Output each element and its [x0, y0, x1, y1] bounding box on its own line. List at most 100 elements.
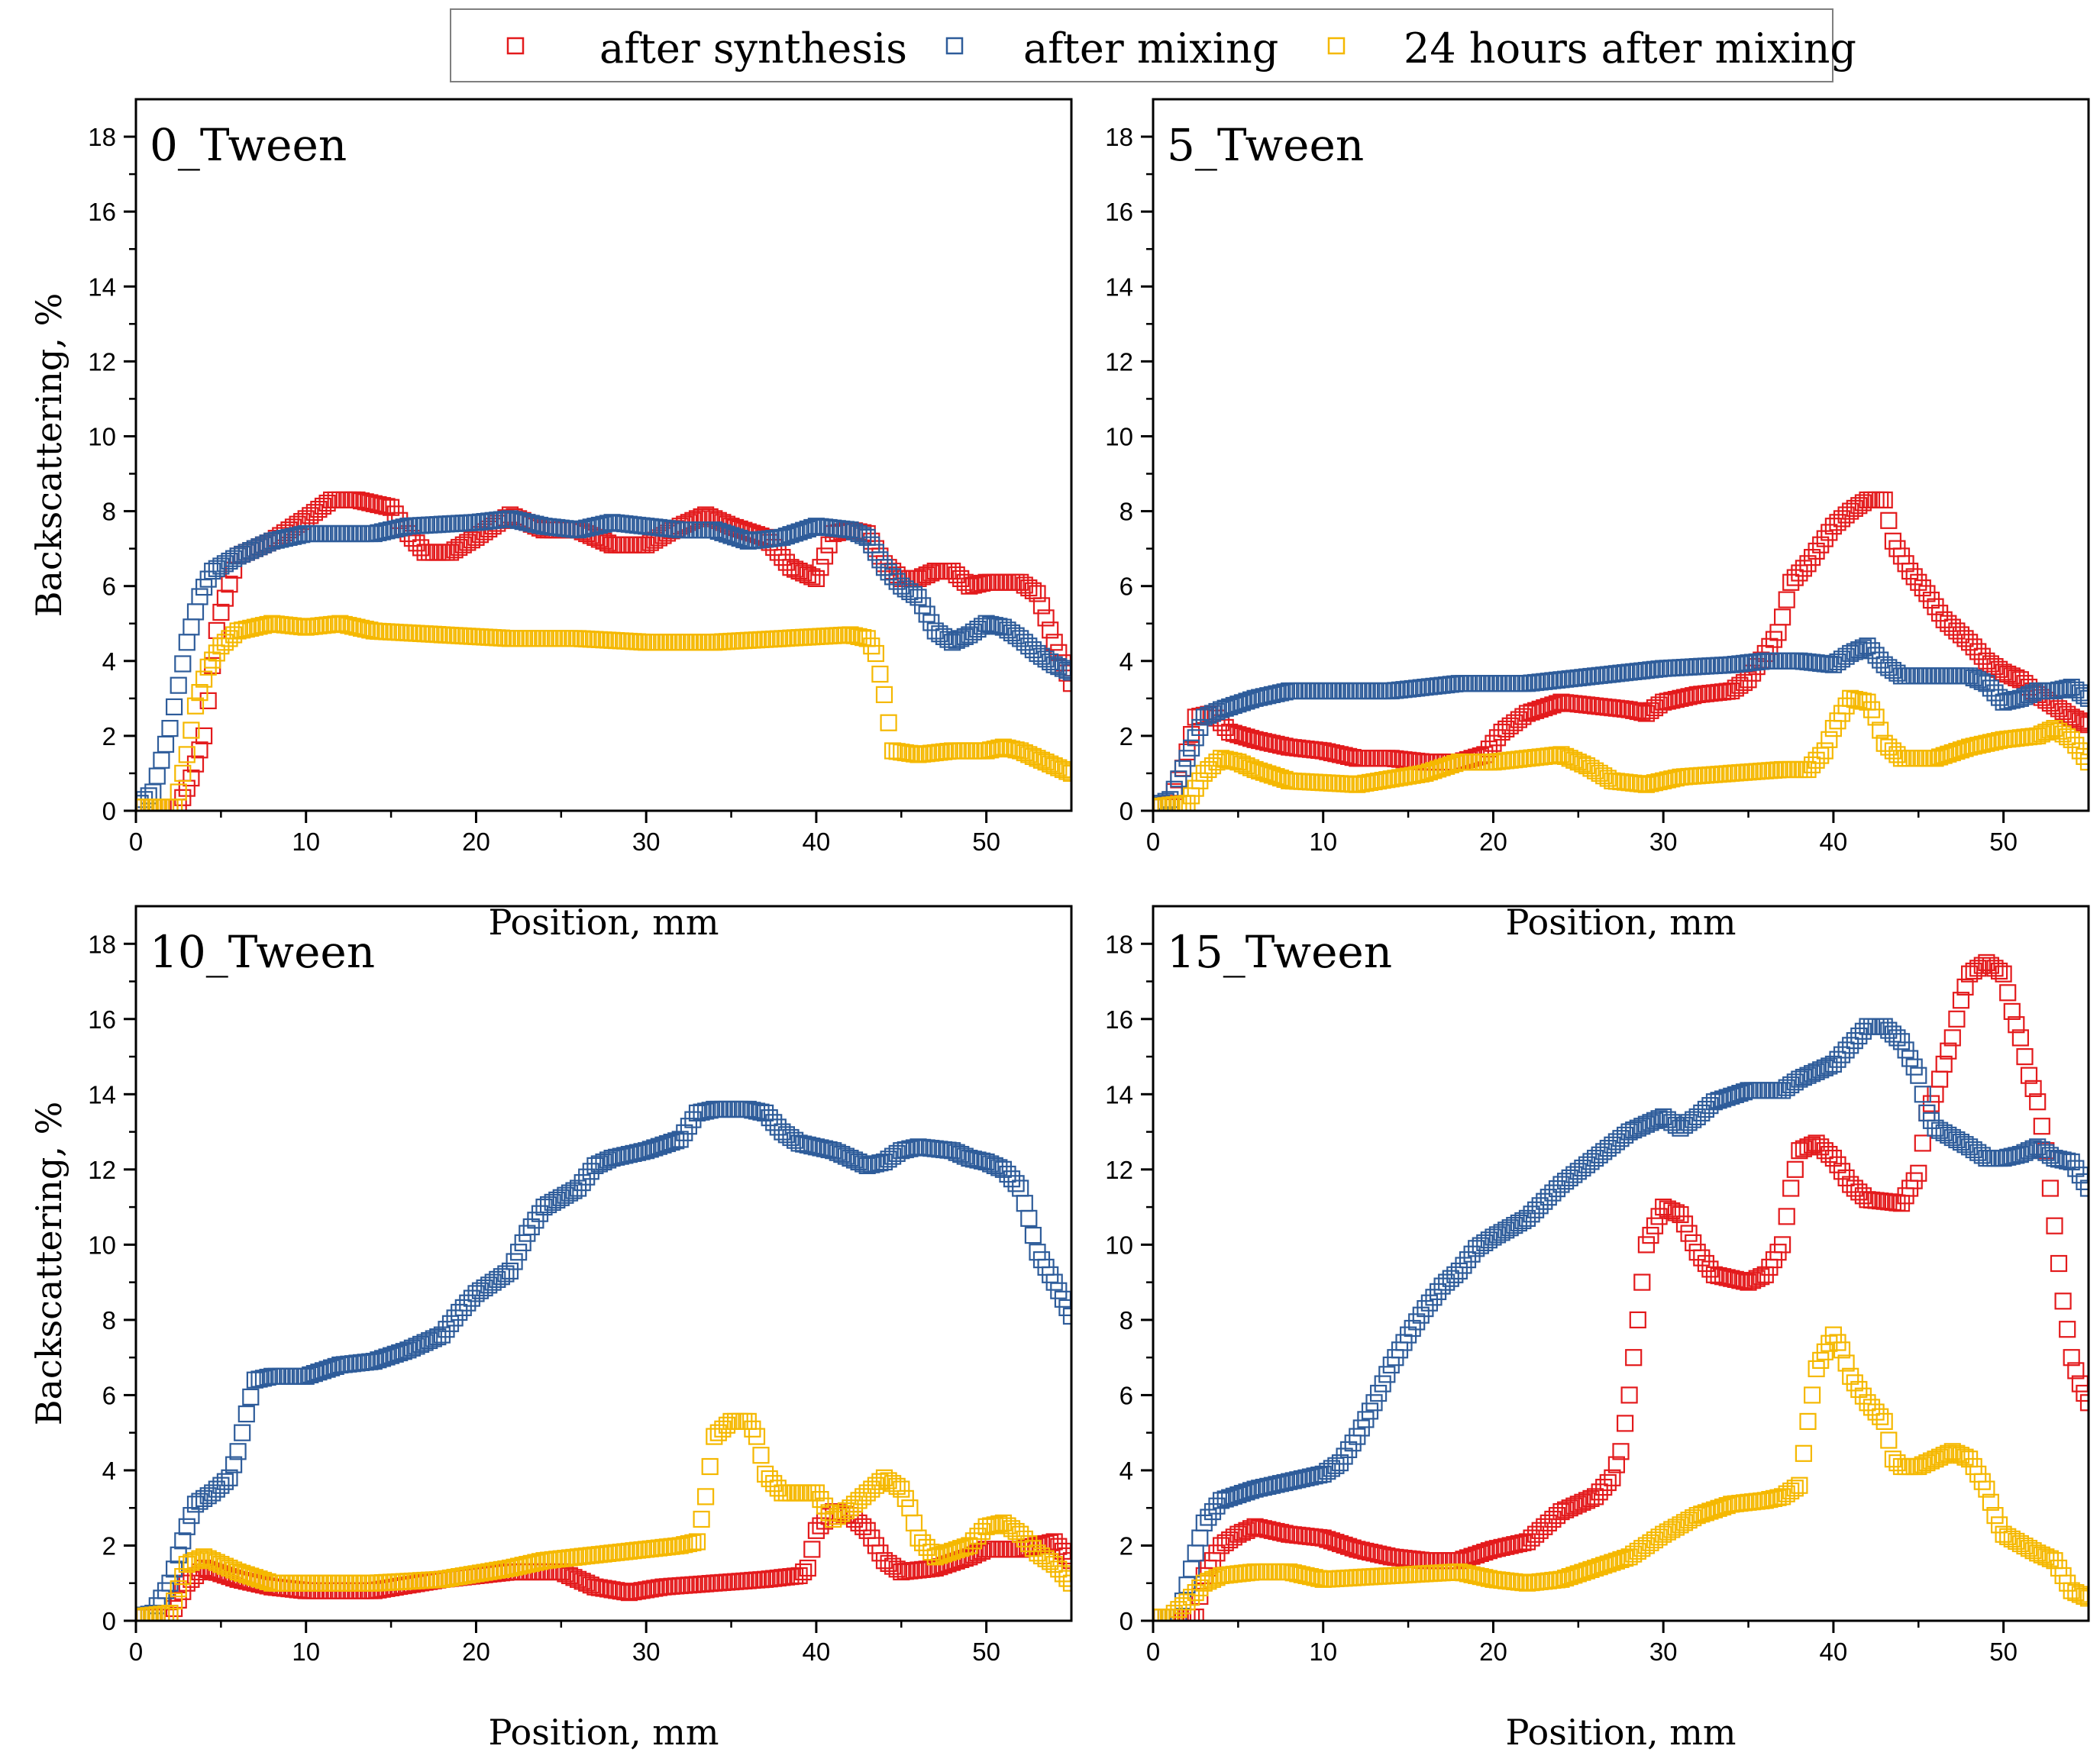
data-point	[820, 1504, 838, 1522]
data-point	[1271, 684, 1290, 702]
data-point	[1965, 638, 1982, 656]
data-point	[633, 1143, 651, 1160]
data-point	[1952, 992, 1970, 1009]
data-point	[888, 1477, 906, 1496]
y-tick-label: 0	[102, 797, 116, 825]
data-point	[416, 1334, 434, 1351]
data-point	[1276, 1525, 1294, 1542]
y-tick-label: 18	[1105, 930, 1133, 958]
data-point	[2067, 1362, 2085, 1380]
data-point	[1863, 1399, 1881, 1416]
legend-label-2: after mixing	[1023, 24, 1278, 73]
data-point	[1718, 1269, 1736, 1286]
data-point	[1463, 1566, 1481, 1583]
data-point	[926, 1548, 944, 1566]
data-point	[242, 541, 260, 560]
data-point	[1795, 1068, 1812, 1086]
data-point	[1327, 1457, 1345, 1474]
data-point	[1221, 1489, 1239, 1506]
data-point	[2050, 700, 2068, 718]
data-point	[1216, 1534, 1234, 1551]
data-point	[1182, 739, 1200, 757]
data-point	[1625, 1121, 1643, 1139]
data-point	[1986, 960, 2004, 977]
data-point	[1774, 1236, 1791, 1254]
legend-marker-2	[945, 37, 964, 55]
data-point	[752, 1447, 770, 1464]
data-point	[216, 1473, 234, 1490]
data-point	[1969, 737, 1987, 754]
data-point	[1012, 1525, 1029, 1543]
data-point	[1922, 1095, 1940, 1112]
data-point	[1463, 1547, 1481, 1565]
data-point	[1620, 1123, 1638, 1141]
data-point	[229, 547, 247, 565]
panel-title: 0_Tween	[150, 119, 347, 171]
data-point	[1935, 1447, 1953, 1464]
data-point	[1675, 1215, 1694, 1233]
data-point	[1501, 1537, 1519, 1554]
data-point	[1799, 1138, 1817, 1156]
data-point	[2041, 1550, 2059, 1567]
data-point	[186, 603, 205, 621]
data-point	[191, 1550, 208, 1567]
data-point	[952, 630, 970, 647]
data-point	[1032, 597, 1051, 615]
x-axis-label: Position, mm	[488, 902, 719, 943]
data-point	[1633, 704, 1651, 721]
data-point	[1672, 689, 1689, 707]
data-point	[1731, 676, 1749, 694]
data-point	[1446, 754, 1464, 773]
data-point	[1310, 1466, 1328, 1484]
data-point	[1786, 1480, 1804, 1497]
data-point	[1574, 1493, 1591, 1511]
data-point	[254, 1370, 273, 1387]
data-point	[2059, 679, 2076, 697]
y-tick-label: 6	[1119, 573, 1133, 601]
panel-2: 0 2 4 6 8 10 12 14 16 18 0 10 20 30 40 50 5_Tween Positio…	[1105, 98, 2090, 943]
data-point	[756, 1465, 774, 1483]
data-point	[2063, 731, 2080, 748]
data-point	[2024, 1140, 2042, 1157]
data-point	[509, 1244, 528, 1261]
data-point	[964, 1150, 983, 1168]
data-point	[1999, 692, 2017, 710]
y-tick-label: 8	[1119, 1306, 1133, 1334]
series-2	[1153, 1018, 2089, 1621]
data-point	[1655, 772, 1672, 789]
data-point	[1153, 798, 1162, 811]
x-tick-label: 20	[1479, 1638, 1507, 1666]
data-point	[1744, 1272, 1762, 1289]
data-point	[1833, 1163, 1851, 1180]
data-point	[1020, 1534, 1038, 1553]
data-point	[688, 1533, 706, 1551]
data-point	[1178, 750, 1196, 767]
data-point	[2020, 1067, 2038, 1084]
data-point	[441, 1315, 460, 1332]
data-point	[289, 527, 306, 544]
data-point	[148, 767, 166, 785]
data-point	[2008, 669, 2025, 687]
data-point	[1574, 1564, 1591, 1581]
data-point	[1062, 1307, 1071, 1325]
data-point	[1595, 1478, 1613, 1496]
data-point	[1208, 1569, 1226, 1586]
data-point	[1927, 750, 1944, 767]
data-point	[1740, 1273, 1757, 1291]
data-point	[391, 1344, 409, 1362]
data-point	[1620, 701, 1638, 718]
data-point	[1821, 731, 1838, 748]
data-point	[1637, 776, 1655, 793]
data-point	[323, 1359, 341, 1376]
series-3	[1153, 689, 2089, 811]
data-point	[1314, 1529, 1332, 1547]
x-tick-label: 0	[129, 828, 143, 856]
data-point	[1943, 1443, 1961, 1460]
data-point	[522, 1218, 540, 1236]
x-tick-label: 50	[972, 1638, 1000, 1666]
data-point	[756, 1104, 774, 1122]
data-point	[795, 564, 813, 582]
data-point	[855, 1155, 872, 1173]
data-point	[1978, 734, 1995, 752]
data-point	[2041, 1180, 2059, 1197]
